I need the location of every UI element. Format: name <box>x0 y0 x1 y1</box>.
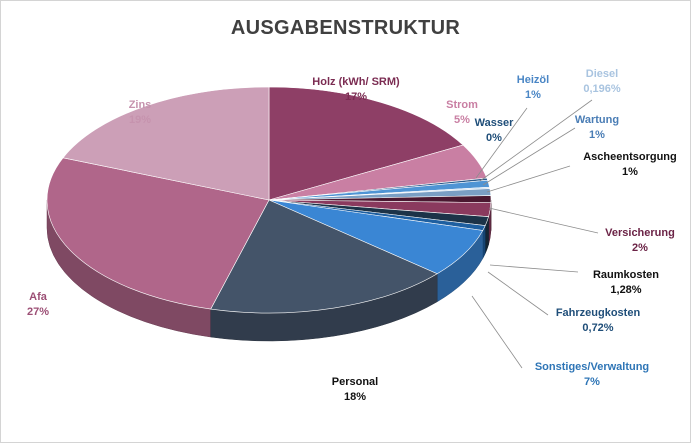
slice-label: Diesel <box>586 68 618 80</box>
slice-label: Wartung <box>575 114 619 126</box>
slice-label: Raumkosten <box>593 269 659 281</box>
slice-label: Strom <box>446 99 478 111</box>
slice-value-label: 0,72% <box>582 322 613 334</box>
slice-label: Ascheentsorgung <box>583 151 677 163</box>
slice-label: Fahrzeugkosten <box>556 307 641 319</box>
leader-line <box>475 107 528 179</box>
slice-value-label: 2% <box>632 242 648 254</box>
slice-label: Afa <box>29 291 48 303</box>
slice-value-label: 0,196% <box>583 83 621 95</box>
slice-label: Personal <box>332 376 378 388</box>
pie-slice <box>46 157 270 310</box>
slice-value-label: 1% <box>525 89 541 101</box>
slice-value-label: 17% <box>345 91 367 103</box>
leader-line <box>471 295 523 369</box>
slice-value-label: 1% <box>622 166 638 178</box>
leader-line <box>486 165 571 193</box>
leader-line <box>488 207 599 234</box>
leader-line <box>479 99 593 182</box>
slice-label: Zins <box>129 99 152 111</box>
leader-line <box>487 271 549 316</box>
slice-value-label: 1% <box>589 129 605 141</box>
pie-slice-side <box>482 225 486 259</box>
slice-value-label: 18% <box>344 391 366 403</box>
leader-line <box>489 264 579 273</box>
slice-value-label: 0% <box>486 132 502 144</box>
pie-slice <box>268 86 464 201</box>
slice-value-label: 1,28% <box>610 284 641 296</box>
slice-value-label: 19% <box>129 114 151 126</box>
slice-label: Wasser <box>475 117 514 129</box>
chart-title: AUSGABENSTRUKTUR <box>230 17 461 39</box>
slice-value-label: 27% <box>27 306 49 318</box>
slice-label: Heizöl <box>517 74 549 86</box>
slice-label: Versicherung <box>605 227 675 239</box>
pie-slice <box>210 199 438 314</box>
slice-value-label: 5% <box>454 114 470 126</box>
slice-label: Holz (kWh/ SRM) <box>312 76 400 88</box>
slice-value-label: 7% <box>584 376 600 388</box>
slice-label: Sonstiges/Verwaltung <box>535 361 649 373</box>
leader-line <box>482 127 576 186</box>
pie-slice <box>62 86 270 201</box>
